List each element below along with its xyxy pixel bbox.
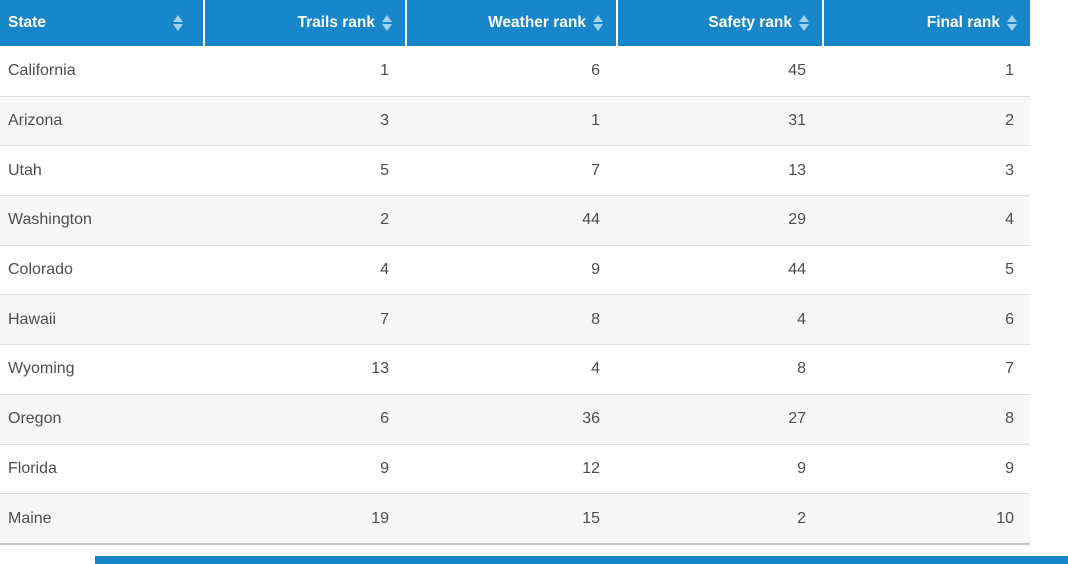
column-label-weather-rank: Weather rank — [488, 14, 586, 31]
state-cell: California — [8, 61, 76, 79]
trails-rank-cell: 13 — [371, 360, 389, 378]
sort-arrows-icon[interactable] — [382, 15, 392, 31]
table-header: State Trails rank Weather rank Safety ra… — [0, 0, 1030, 46]
sort-up-triangle — [382, 15, 392, 22]
weather-rank-cell: 44 — [582, 211, 600, 229]
trails-rank-cell: 19 — [371, 509, 389, 527]
sort-up-triangle — [593, 15, 603, 22]
sort-down-triangle — [382, 24, 392, 31]
final-rank-cell: 7 — [1005, 360, 1014, 378]
sort-arrows-icon[interactable] — [593, 15, 603, 31]
weather-rank-cell: 36 — [582, 410, 600, 428]
safety-rank-cell: 2 — [797, 509, 806, 527]
column-label-final-rank: Final rank — [926, 14, 1000, 31]
weather-rank-cell: 8 — [591, 310, 600, 328]
trails-rank-cell: 2 — [380, 211, 389, 229]
weather-rank-cell: 15 — [582, 509, 600, 527]
table-row-arizona: Arizona 3 1 31 2 — [0, 95, 1030, 146]
safety-rank-cell: 45 — [788, 61, 806, 79]
trails-rank-cell: 7 — [380, 310, 389, 328]
trails-rank-cell: 6 — [380, 410, 389, 428]
header-cell-trails-rank[interactable]: Trails rank — [203, 0, 405, 46]
weather-rank-cell: 12 — [582, 459, 600, 477]
header-cell-weather-rank[interactable]: Weather rank — [405, 0, 616, 46]
sort-down-triangle — [1007, 24, 1017, 31]
state-cell: Hawaii — [8, 310, 57, 328]
state-cell: Colorado — [8, 261, 73, 279]
final-rank-cell: 4 — [1005, 211, 1014, 229]
header-cell-final-rank[interactable]: Final rank — [822, 0, 1030, 46]
safety-rank-cell: 4 — [797, 310, 806, 328]
table-body: California 1 6 45 1 Arizona 3 1 31 2 Uta… — [0, 46, 1030, 543]
safety-rank-cell: 27 — [788, 410, 806, 428]
weather-rank-cell: 7 — [591, 161, 600, 179]
trails-rank-cell: 3 — [380, 112, 389, 130]
sort-up-triangle — [173, 15, 183, 22]
final-rank-cell: 9 — [1005, 459, 1014, 477]
final-rank-cell: 3 — [1005, 161, 1014, 179]
state-cell: Florida — [8, 459, 57, 477]
state-cell: Oregon — [8, 410, 62, 428]
final-rank-cell: 8 — [1005, 410, 1014, 428]
table-row-wyoming: Wyoming 13 4 8 7 — [0, 344, 1030, 394]
header-cell-safety-rank[interactable]: Safety rank — [616, 0, 822, 46]
table-row-hawaii: Hawaii 7 8 4 6 — [0, 294, 1030, 345]
weather-rank-cell: 1 — [591, 112, 600, 130]
trails-rank-cell: 9 — [380, 459, 389, 477]
table-row-maine: Maine 19 15 2 10 — [0, 493, 1030, 543]
safety-rank-cell: 9 — [797, 459, 806, 477]
column-label-trails-rank: Trails rank — [297, 14, 375, 31]
final-rank-cell: 2 — [1005, 112, 1014, 130]
table-row-colorado: Colorado 4 9 44 5 — [0, 244, 1030, 295]
trails-rank-cell: 1 — [380, 61, 389, 79]
safety-rank-cell: 13 — [788, 161, 806, 179]
sort-down-triangle — [799, 24, 809, 31]
safety-rank-cell: 44 — [788, 261, 806, 279]
final-rank-cell: 1 — [1005, 61, 1014, 79]
safety-rank-cell: 31 — [788, 112, 806, 130]
sort-arrows-icon[interactable] — [173, 15, 183, 31]
table-row-florida: Florida 9 12 9 9 — [0, 443, 1030, 494]
weather-rank-cell: 9 — [591, 261, 600, 279]
safety-rank-cell: 8 — [797, 360, 806, 378]
partial-next-element-bar — [95, 556, 1068, 564]
sort-arrows-icon[interactable] — [799, 15, 809, 31]
final-rank-cell: 10 — [996, 509, 1014, 527]
final-rank-cell: 6 — [1005, 310, 1014, 328]
state-cell: Washington — [8, 211, 92, 229]
column-label-state: State — [8, 14, 46, 31]
sort-up-triangle — [799, 15, 809, 22]
trails-rank-cell: 4 — [380, 261, 389, 279]
state-cell: Wyoming — [8, 360, 75, 378]
safety-rank-cell: 29 — [788, 211, 806, 229]
sort-down-triangle — [173, 24, 183, 31]
table-row-washington: Washington 2 44 29 4 — [0, 195, 1030, 245]
final-rank-cell: 5 — [1005, 261, 1014, 279]
sort-down-triangle — [593, 24, 603, 31]
state-cell: Utah — [8, 161, 42, 179]
sort-arrows-icon[interactable] — [1007, 15, 1017, 31]
trails-rank-cell: 5 — [380, 161, 389, 179]
sort-up-triangle — [1007, 15, 1017, 22]
table-row-utah: Utah 5 7 13 3 — [0, 145, 1030, 196]
column-label-safety-rank: Safety rank — [708, 14, 792, 31]
state-cell: Arizona — [8, 112, 63, 130]
table-row-california: California 1 6 45 1 — [0, 46, 1030, 96]
rank-table: State Trails rank Weather rank Safety ra… — [0, 0, 1030, 545]
weather-rank-cell: 4 — [591, 360, 600, 378]
table-row-oregon: Oregon 6 36 27 8 — [0, 393, 1030, 444]
header-cell-state[interactable]: State — [0, 0, 203, 46]
weather-rank-cell: 6 — [591, 61, 600, 79]
state-cell: Maine — [8, 509, 52, 527]
